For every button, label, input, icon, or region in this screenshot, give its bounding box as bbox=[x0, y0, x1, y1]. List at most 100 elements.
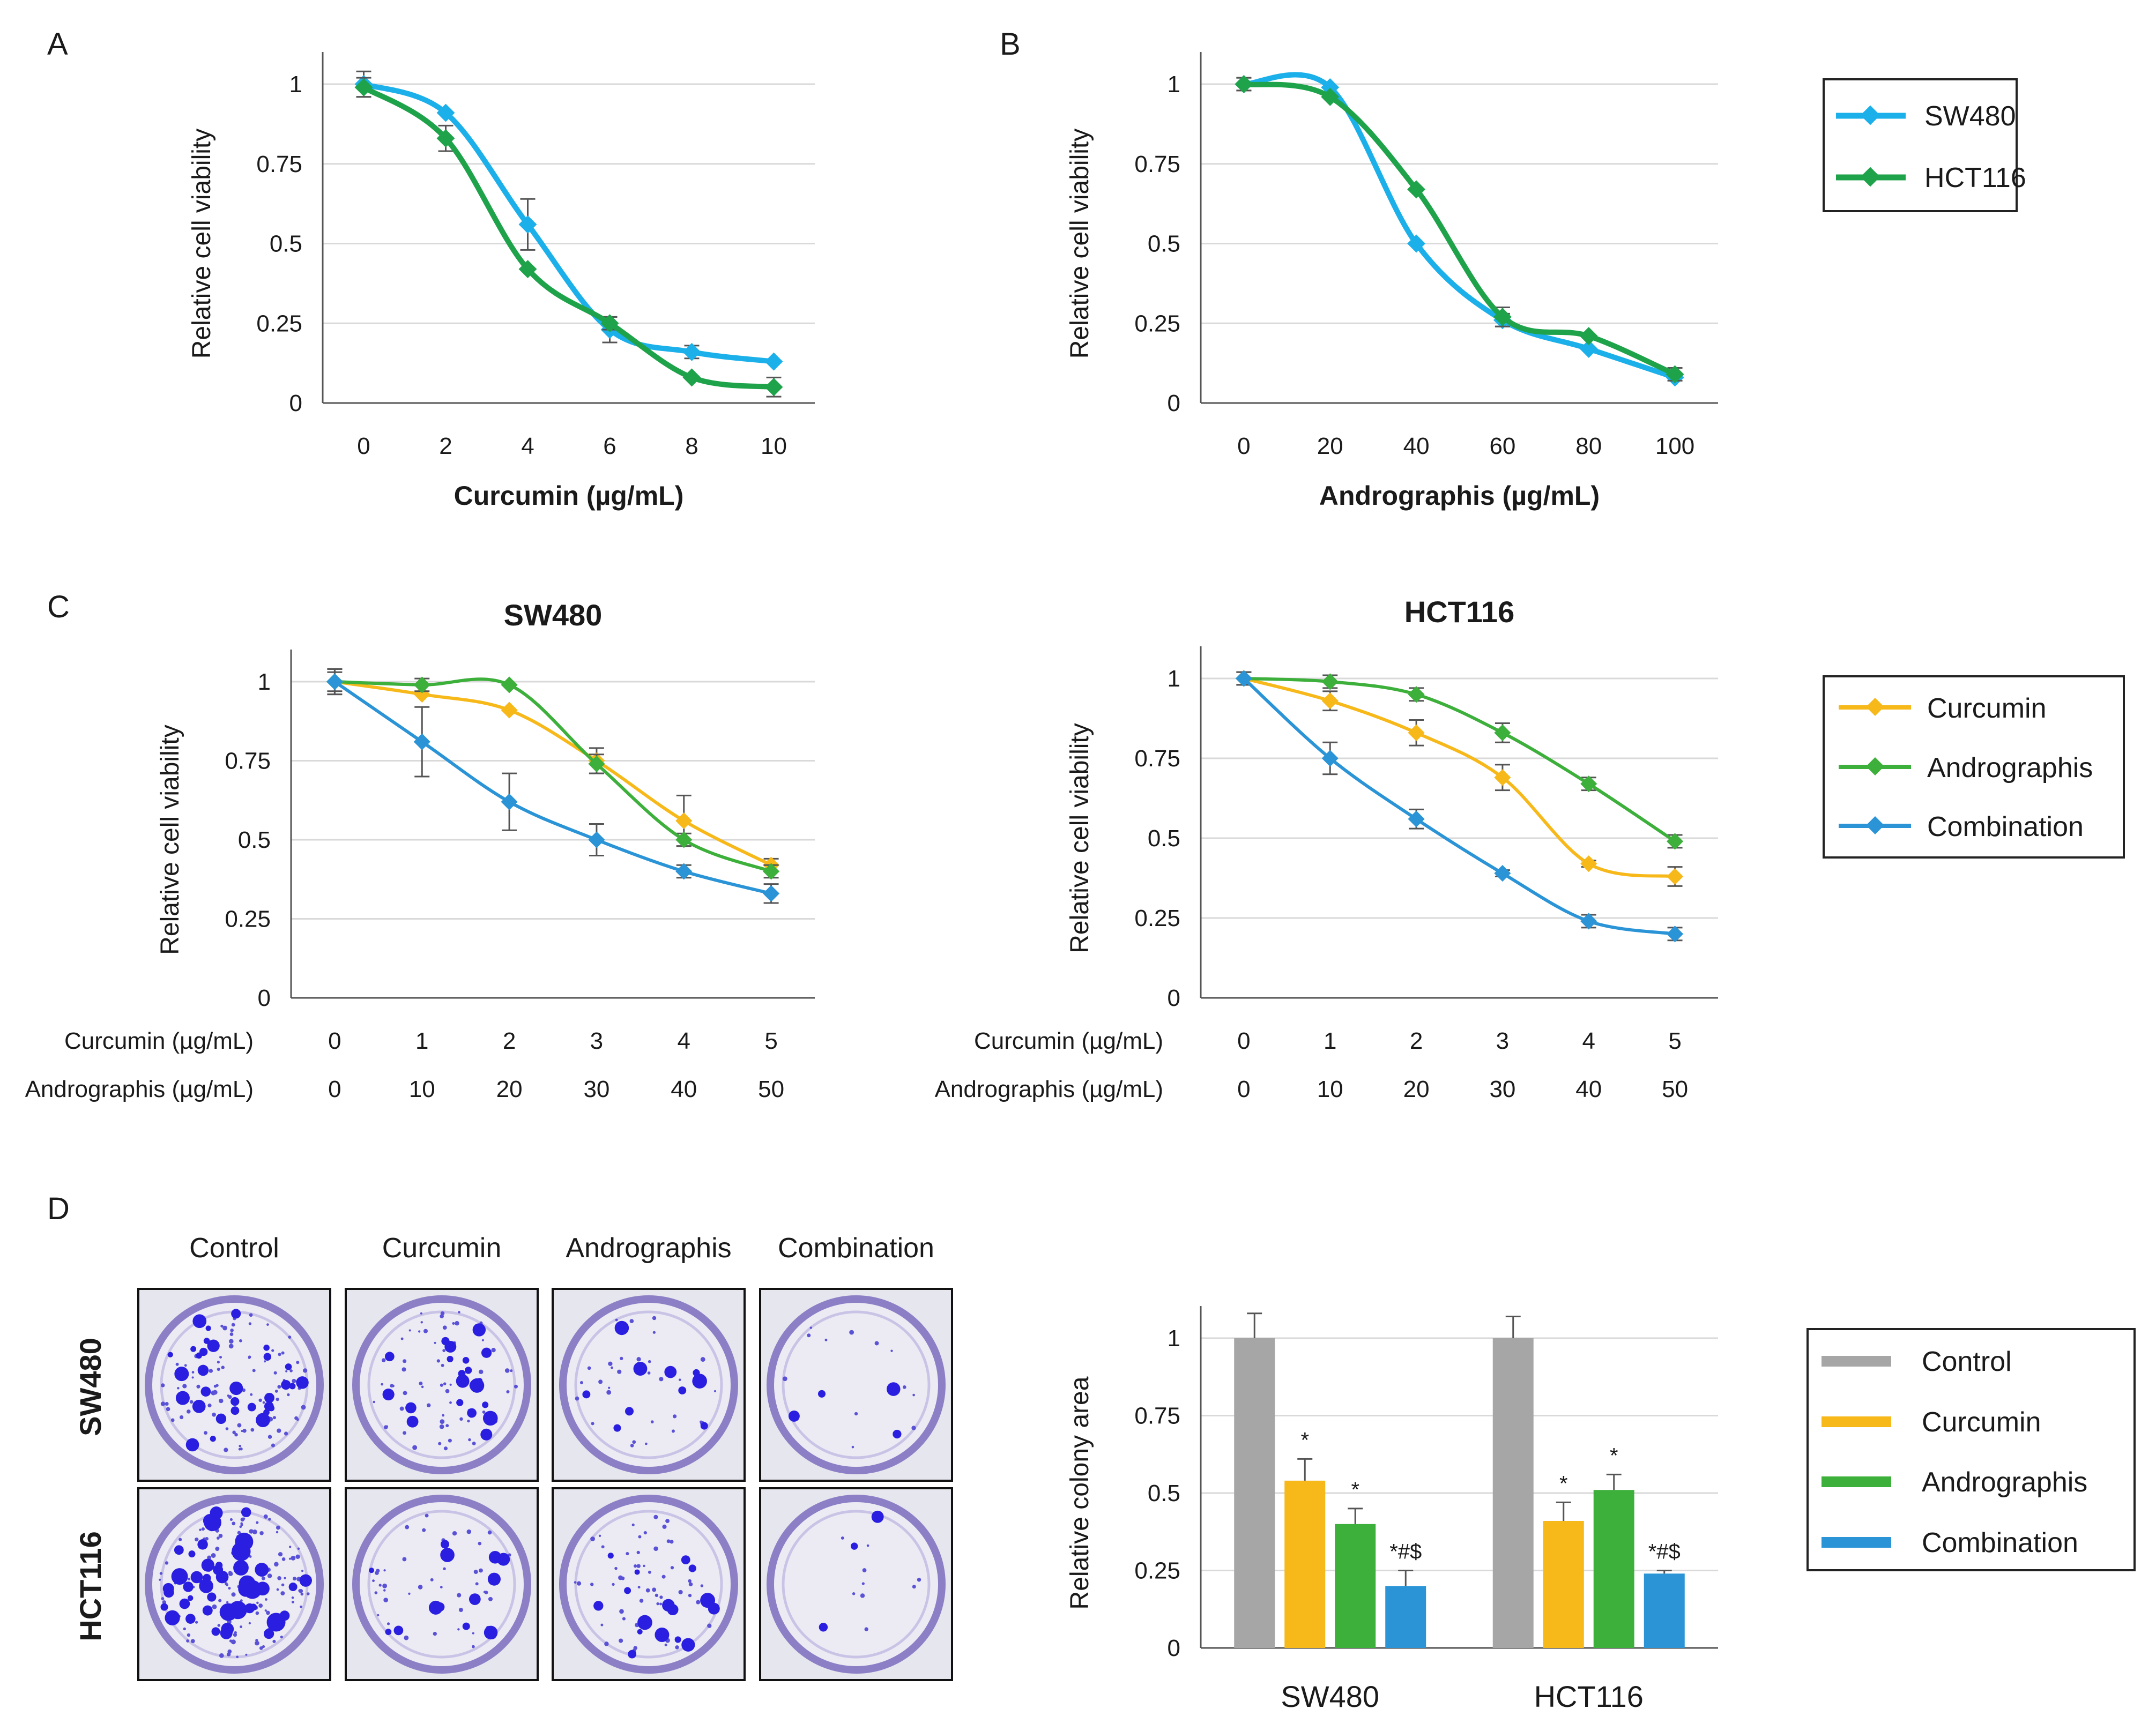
colony-speck bbox=[452, 1322, 455, 1325]
colony-speck bbox=[258, 1398, 262, 1402]
colony-speck bbox=[590, 1536, 595, 1541]
y-axis-title: Relative cell viability bbox=[1066, 723, 1094, 953]
x-tick-label: 10 bbox=[761, 433, 787, 459]
colony-speck bbox=[277, 1428, 281, 1433]
series-line-curcumin bbox=[334, 680, 772, 867]
colony bbox=[220, 1626, 233, 1639]
colony-speck bbox=[255, 1640, 259, 1646]
colony bbox=[270, 1617, 285, 1631]
colony-speck bbox=[374, 1591, 378, 1595]
colony bbox=[817, 1390, 826, 1398]
colony bbox=[183, 1581, 194, 1592]
colony-speck bbox=[276, 1397, 279, 1401]
colony-speck bbox=[301, 1570, 304, 1572]
colony bbox=[678, 1386, 687, 1394]
colony-speck bbox=[288, 1335, 292, 1339]
colony-speck bbox=[296, 1418, 299, 1421]
y-tick-label: 0.75 bbox=[1134, 1403, 1180, 1429]
colony bbox=[187, 1595, 194, 1601]
bar-curcumin-hct116 bbox=[1543, 1521, 1584, 1648]
data-point-combination bbox=[763, 885, 780, 902]
colony-speck bbox=[268, 1518, 271, 1521]
colony bbox=[385, 1629, 392, 1635]
colony bbox=[244, 1603, 255, 1614]
colony-speck bbox=[161, 1383, 165, 1387]
colony-speck bbox=[653, 1514, 658, 1519]
colony-speck bbox=[195, 1537, 199, 1542]
y-tick-label: 0.75 bbox=[1134, 151, 1180, 177]
colony-speck bbox=[671, 1429, 675, 1433]
dish-well bbox=[559, 1495, 738, 1674]
colony bbox=[681, 1638, 695, 1652]
colony-dish-image bbox=[759, 1288, 953, 1482]
colony-speck bbox=[911, 1426, 916, 1430]
x-tick-label-row1: 5 bbox=[764, 1028, 777, 1054]
colony-speck bbox=[284, 1431, 288, 1436]
legend-marker-sw480 bbox=[1860, 105, 1880, 125]
data-point-andrographis bbox=[1667, 833, 1684, 850]
colony-speck bbox=[620, 1356, 623, 1360]
colony bbox=[700, 1422, 708, 1430]
colony-speck bbox=[161, 1597, 165, 1600]
series-line-sw480 bbox=[1244, 72, 1676, 380]
colony-speck bbox=[615, 1318, 618, 1322]
colony-speck bbox=[420, 1321, 423, 1324]
y-tick-label: 1 bbox=[1168, 1325, 1180, 1352]
colony-speck bbox=[300, 1592, 304, 1596]
y-tick-label: 0 bbox=[289, 390, 302, 416]
colony bbox=[256, 1413, 270, 1428]
colony-speck bbox=[587, 1366, 591, 1370]
data-point-curcumin bbox=[501, 702, 518, 719]
colony-speck bbox=[271, 1349, 274, 1352]
colony-speck bbox=[645, 1442, 648, 1445]
colony-speck bbox=[222, 1325, 227, 1331]
colony bbox=[708, 1602, 720, 1615]
colony-speck bbox=[632, 1440, 636, 1444]
x-tick-label-row1: 0 bbox=[1237, 1028, 1250, 1054]
colony bbox=[263, 1353, 272, 1361]
colony-speck bbox=[159, 1572, 163, 1575]
colony-speck bbox=[860, 1593, 865, 1598]
colony-speck bbox=[852, 1592, 856, 1595]
y-tick-label: 0.5 bbox=[1148, 1480, 1180, 1506]
colony-dish-image bbox=[552, 1487, 746, 1681]
colony-speck bbox=[219, 1398, 224, 1404]
colony bbox=[637, 1629, 643, 1635]
colony-column-label-combination: Combination bbox=[778, 1233, 934, 1264]
colony-speck bbox=[215, 1547, 220, 1551]
series-combination bbox=[326, 668, 780, 904]
colony-speck bbox=[221, 1366, 225, 1369]
colony-speck bbox=[280, 1591, 285, 1596]
colony bbox=[628, 1650, 637, 1659]
colony-speck bbox=[467, 1419, 470, 1423]
x-tick-label: 80 bbox=[1575, 433, 1602, 459]
colony bbox=[405, 1402, 417, 1414]
colony-speck bbox=[216, 1536, 220, 1540]
data-point-curcumin bbox=[675, 812, 693, 830]
colony bbox=[393, 1625, 404, 1636]
colony bbox=[163, 1587, 174, 1598]
x-tick-label-row2: 10 bbox=[409, 1076, 435, 1102]
colony-speck bbox=[228, 1571, 232, 1575]
colony-speck bbox=[250, 1393, 253, 1396]
data-point-curcumin bbox=[1408, 724, 1425, 741]
colony-speck bbox=[278, 1552, 283, 1557]
x-tick-label-row2: 30 bbox=[1489, 1076, 1515, 1102]
colony bbox=[893, 1429, 902, 1439]
colony-speck bbox=[443, 1446, 448, 1451]
colony bbox=[289, 1383, 296, 1390]
x-tick-label-row2: 0 bbox=[328, 1076, 341, 1102]
y-axis-title: Relative colony area bbox=[1066, 1376, 1094, 1609]
colony-speck bbox=[472, 1632, 474, 1635]
colony-speck bbox=[240, 1599, 243, 1602]
colony bbox=[488, 1551, 502, 1564]
colony bbox=[299, 1574, 312, 1587]
bar-combination-hct116 bbox=[1644, 1573, 1685, 1648]
colony-speck bbox=[622, 1617, 626, 1621]
colony-speck bbox=[289, 1369, 293, 1372]
colony-speck bbox=[448, 1438, 452, 1443]
colony-speck bbox=[218, 1599, 222, 1602]
y-tick-label: 0.5 bbox=[238, 827, 271, 853]
colony-speck bbox=[373, 1400, 376, 1404]
legend-label-combination: Combination bbox=[1922, 1527, 2078, 1558]
